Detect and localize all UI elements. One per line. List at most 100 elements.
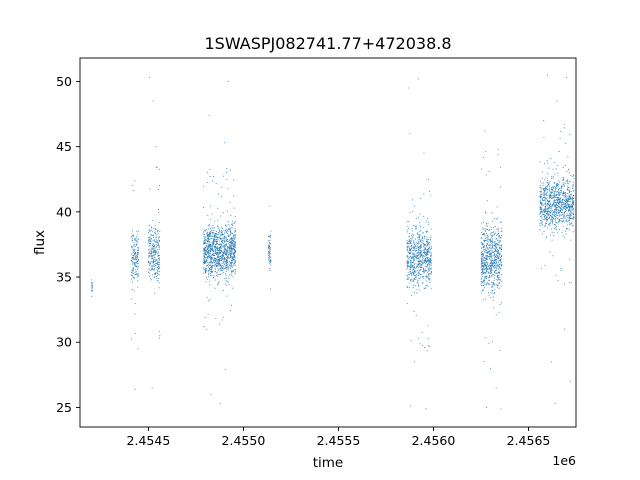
data-point	[422, 277, 424, 279]
data-point	[426, 249, 428, 251]
data-point	[545, 212, 547, 215]
data-point	[430, 256, 432, 258]
data-point	[486, 200, 488, 202]
data-point	[416, 292, 418, 294]
data-point	[490, 257, 492, 259]
data-point	[543, 199, 545, 201]
data-point	[548, 189, 550, 191]
data-point	[539, 196, 541, 198]
data-point	[212, 253, 214, 255]
data-point	[486, 248, 488, 250]
data-point	[203, 263, 205, 265]
data-point	[158, 266, 160, 268]
data-point	[205, 241, 207, 243]
data-point	[91, 281, 93, 284]
data-point	[426, 284, 428, 286]
outlier-point	[500, 408, 502, 410]
data-point	[225, 236, 227, 238]
data-point	[206, 260, 208, 263]
outlier-point	[497, 148, 499, 150]
data-point	[210, 258, 212, 260]
data-point	[210, 235, 213, 237]
outlier-point	[410, 405, 412, 407]
data-point	[206, 234, 208, 236]
data-point	[488, 170, 490, 173]
data-point	[152, 261, 154, 263]
data-point	[570, 206, 572, 208]
data-point	[563, 283, 566, 285]
data-point	[542, 177, 544, 179]
data-point	[547, 215, 549, 217]
data-point	[151, 247, 153, 249]
data-point	[411, 230, 413, 232]
data-point	[562, 214, 564, 216]
data-point	[220, 266, 223, 268]
data-point	[233, 250, 235, 252]
data-point	[563, 196, 565, 198]
data-point	[429, 345, 431, 347]
data-point	[137, 286, 139, 288]
x-axis-label: time	[313, 455, 344, 471]
data-point	[488, 274, 491, 276]
data-point	[430, 262, 432, 264]
data-point	[424, 265, 426, 267]
data-point	[549, 200, 551, 202]
data-point	[484, 281, 486, 283]
data-point	[563, 204, 565, 206]
data-point	[490, 229, 492, 231]
data-point	[203, 258, 206, 261]
data-point	[548, 214, 550, 216]
data-point	[214, 249, 216, 251]
data-point	[483, 278, 485, 280]
data-point	[492, 251, 494, 253]
data-point	[498, 240, 500, 243]
data-point	[406, 240, 408, 242]
data-point	[483, 244, 485, 246]
data-point	[557, 175, 559, 177]
data-point	[423, 249, 425, 251]
data-point	[554, 205, 556, 207]
data-point	[150, 269, 152, 271]
data-point	[421, 270, 424, 272]
data-point	[415, 227, 418, 229]
data-point	[430, 239, 432, 241]
data-point	[136, 257, 138, 259]
data-point	[422, 257, 424, 259]
data-point	[231, 253, 233, 255]
data-point	[91, 288, 93, 290]
data-point	[500, 248, 502, 250]
data-point	[152, 258, 155, 260]
data-point	[486, 263, 488, 265]
data-point	[407, 275, 409, 277]
data-point	[480, 282, 482, 284]
data-point	[564, 211, 566, 213]
data-point	[222, 257, 224, 259]
data-point	[430, 268, 432, 271]
data-point	[543, 213, 545, 216]
data-point	[148, 248, 150, 251]
data-point	[549, 212, 551, 214]
data-point	[572, 202, 574, 204]
data-point	[228, 234, 230, 236]
data-point	[207, 252, 209, 254]
data-point	[482, 228, 484, 230]
data-point	[235, 220, 237, 222]
data-point	[408, 253, 410, 255]
data-point	[232, 259, 234, 261]
data-point	[557, 211, 559, 213]
data-point	[412, 234, 414, 236]
data-point	[225, 279, 227, 281]
data-point	[205, 258, 208, 260]
data-point	[409, 272, 411, 274]
data-point	[222, 316, 224, 318]
data-point	[228, 248, 230, 250]
data-point	[554, 211, 556, 213]
data-point	[569, 282, 571, 284]
data-point	[230, 304, 233, 306]
data-point	[221, 250, 223, 252]
data-point	[567, 187, 569, 189]
data-point	[553, 201, 555, 203]
data-point	[204, 256, 206, 258]
data-point	[562, 183, 564, 185]
data-point	[228, 252, 230, 254]
